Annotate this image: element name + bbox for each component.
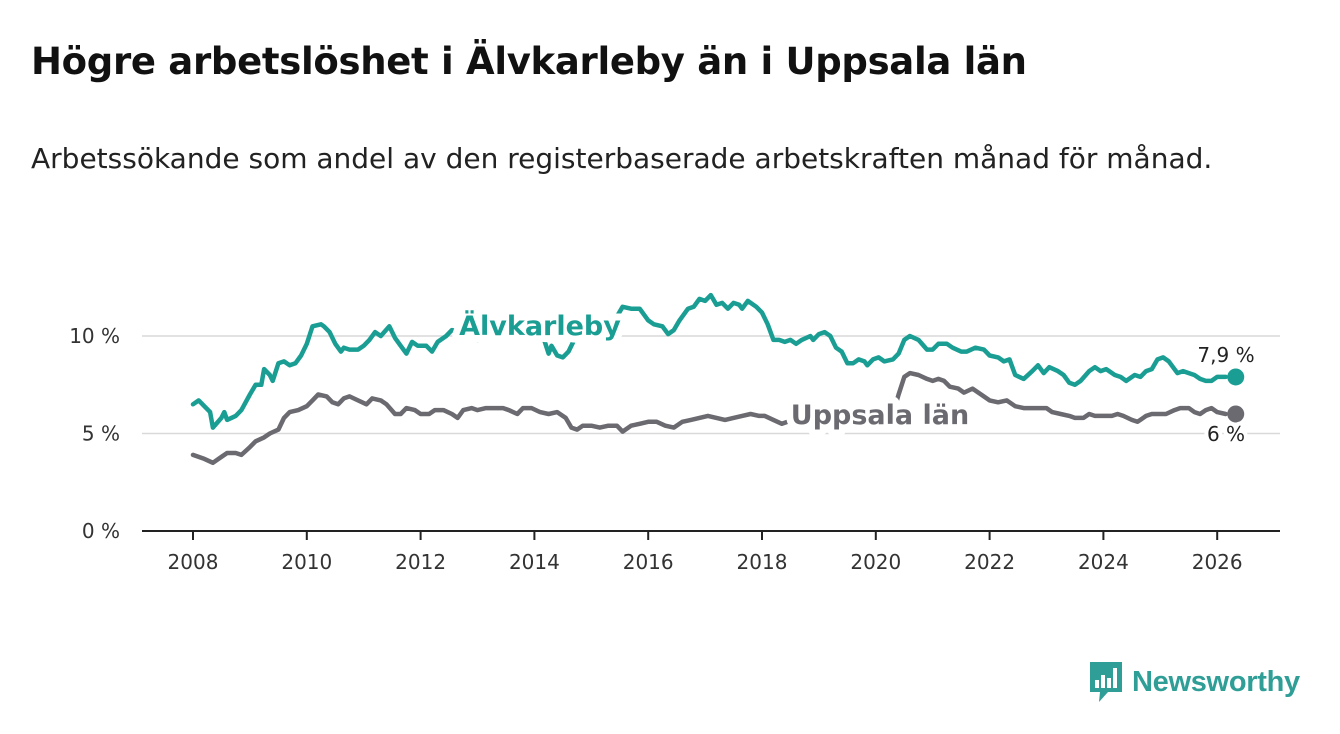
brand-logo: Newsworthy	[1088, 660, 1300, 704]
x-tick-label: 2010	[281, 550, 332, 574]
series-line-alvkarleby	[190, 292, 1228, 430]
end-label-halo: 7,9 %	[1197, 343, 1254, 367]
series-label-halo: Älvkarleby	[459, 310, 621, 342]
y-axis: 0 % 5 % 10 %	[69, 324, 120, 543]
series-lines	[190, 292, 1245, 466]
x-tick-label: 2018	[737, 550, 788, 574]
y-tick-label: 5 %	[82, 422, 120, 446]
x-tick-label: 2020	[850, 550, 901, 574]
end-label-alvkarleby: 7,9 %	[1197, 343, 1254, 367]
series-label-uppsala: Uppsala län	[791, 400, 969, 431]
x-tick-label: 2014	[509, 550, 560, 574]
x-tick-label: 2008	[168, 550, 219, 574]
end-label-halo: 6 %	[1207, 422, 1245, 446]
x-tick-label: 2016	[623, 550, 674, 574]
brand-name: Newsworthy	[1132, 665, 1300, 698]
chart-title: Högre arbetslöshet i Älvkarleby än i Upp…	[31, 40, 1027, 83]
end-label-uppsala: 6 %	[1207, 422, 1245, 446]
chart-subtitle: Arbetssökande som andel av den registerb…	[31, 142, 1213, 175]
x-tick-label: 2022	[964, 550, 1015, 574]
series-label-alvkarleby: Älvkarleby	[459, 310, 621, 342]
x-tick-label: 2024	[1078, 550, 1129, 574]
x-tick-label: 2026	[1192, 550, 1243, 574]
end-point-alvkarleby	[1227, 368, 1245, 386]
series-line-uppsala	[190, 370, 1228, 466]
series-label-halo: Uppsala län	[791, 400, 969, 431]
end-point-uppsala	[1227, 405, 1245, 423]
y-tick-label: 0 %	[82, 519, 120, 543]
y-tick-label: 10 %	[69, 324, 120, 348]
x-tick-label: 2012	[395, 550, 446, 574]
bar-chart-icon	[1090, 662, 1122, 702]
x-axis: 2008 2010 2012 2014 2016 2018 2020 2022 2024 2026	[142, 530, 1280, 574]
